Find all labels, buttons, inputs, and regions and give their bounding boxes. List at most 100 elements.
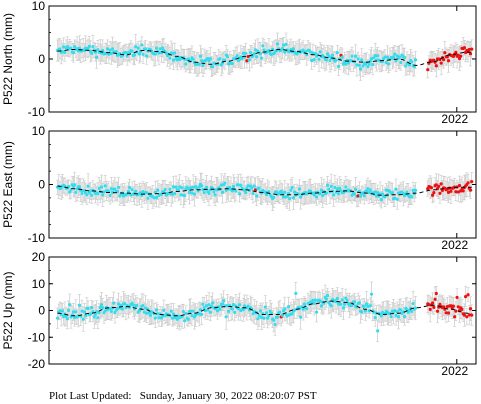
data-point <box>329 304 333 308</box>
data-point <box>209 304 214 309</box>
data-point <box>354 187 358 191</box>
data-point <box>402 314 407 319</box>
data-point <box>291 196 295 200</box>
data-point <box>77 303 82 307</box>
data-point <box>345 298 349 302</box>
recent-point <box>462 313 466 317</box>
data-point <box>327 187 331 191</box>
data-point <box>259 315 264 319</box>
data-point <box>141 52 145 56</box>
recent-point <box>466 293 470 297</box>
data-point <box>252 184 256 188</box>
data-point <box>197 312 201 316</box>
data-point <box>402 55 407 60</box>
data-point <box>77 46 82 50</box>
data-point <box>145 191 149 195</box>
panel-3: -20 -10 0 10 20 2022 P522 Up (mm) <box>1 250 477 378</box>
data-point <box>71 51 76 55</box>
data-point <box>395 310 399 314</box>
data-point <box>398 55 402 59</box>
data-point <box>184 312 188 316</box>
data-point <box>275 315 280 319</box>
data-point <box>168 56 172 60</box>
data-point <box>310 58 314 63</box>
data-point <box>213 193 217 197</box>
data-point <box>63 50 67 54</box>
recent-point <box>454 50 458 54</box>
data-point <box>86 306 90 311</box>
data-point <box>285 314 289 318</box>
y-tick-label: -10 <box>28 231 46 245</box>
data-point <box>153 52 157 56</box>
recent-point <box>431 193 435 197</box>
recent-point <box>438 302 442 306</box>
data-point <box>341 306 346 310</box>
data-point <box>140 193 144 198</box>
data-point <box>247 58 251 62</box>
data-point <box>373 54 377 58</box>
data-point <box>172 58 176 62</box>
data-point <box>274 190 278 194</box>
data-point <box>108 193 112 198</box>
recent-point <box>468 307 473 311</box>
recent-point <box>356 194 360 198</box>
y-tick-label: 0 <box>38 304 45 318</box>
data-point <box>132 53 137 57</box>
data-point <box>311 51 315 55</box>
data-point <box>161 314 165 318</box>
data-point <box>157 316 161 320</box>
data-point <box>390 191 394 195</box>
recent-point <box>438 191 442 195</box>
data-point <box>174 185 178 189</box>
data-point <box>90 306 94 310</box>
data-point <box>90 51 94 55</box>
data-point <box>335 296 339 301</box>
data-point <box>117 185 121 189</box>
data-point <box>255 55 259 59</box>
data-point <box>202 190 206 195</box>
data-point <box>73 45 77 49</box>
data-point <box>97 186 101 190</box>
data-point <box>366 65 370 69</box>
data-point <box>134 45 138 49</box>
data-point <box>234 189 238 193</box>
data-point <box>58 47 62 51</box>
data-point <box>158 47 162 51</box>
data-point <box>170 192 174 196</box>
recent-point <box>442 58 446 62</box>
data-point <box>366 304 370 309</box>
data-point <box>325 183 330 187</box>
recent-point <box>446 59 451 63</box>
y-tick-label: 20 <box>32 250 46 264</box>
data-point <box>96 316 100 320</box>
data-point <box>248 50 253 55</box>
recent-point <box>470 47 474 51</box>
data-point <box>292 190 297 194</box>
data-point <box>327 54 331 58</box>
panel-2: -10 0 10 2022 P522 East (mm) <box>1 124 477 252</box>
data-point <box>191 309 195 313</box>
recent-point <box>453 315 457 319</box>
recent-point <box>456 53 460 57</box>
data-point <box>168 187 172 191</box>
data-point <box>223 181 227 185</box>
data-point <box>197 62 201 66</box>
data-point <box>231 184 236 189</box>
data-point <box>280 191 284 195</box>
data-point <box>178 185 182 189</box>
data-point <box>365 302 369 306</box>
data-point <box>405 308 409 312</box>
data-point <box>80 309 84 313</box>
data-point <box>237 303 242 307</box>
data-point <box>108 48 112 52</box>
y-tick-label: 0 <box>38 178 45 192</box>
data-point <box>255 194 259 198</box>
data-point <box>369 57 374 61</box>
data-point <box>396 315 401 319</box>
data-point <box>383 55 387 59</box>
data-point <box>352 300 357 304</box>
data-point <box>181 309 185 314</box>
data-point <box>220 302 225 306</box>
data-point <box>413 188 418 192</box>
data-point <box>156 312 160 316</box>
